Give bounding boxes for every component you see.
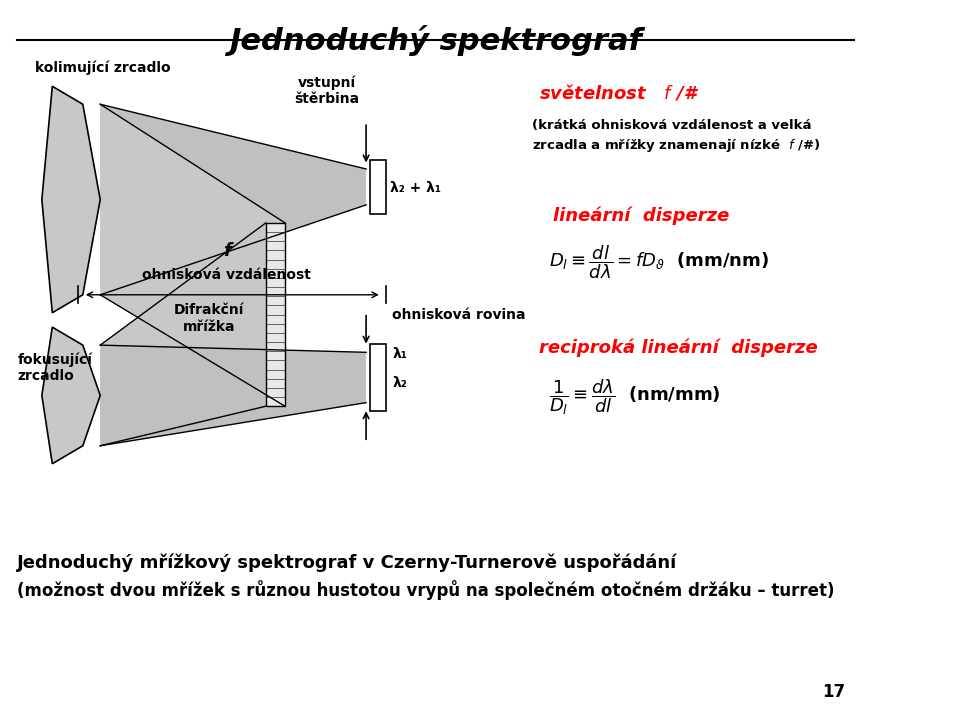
- Polygon shape: [42, 327, 100, 464]
- Text: vstupní
štěrbina: vstupní štěrbina: [295, 75, 359, 106]
- Text: Jednoduchý spektrograf: Jednoduchý spektrograf: [229, 25, 642, 56]
- Text: $D_l \equiv \dfrac{dl}{d\lambda} = fD_{\vartheta}$  (mm/nm): $D_l \equiv \dfrac{dl}{d\lambda} = fD_{\…: [549, 244, 769, 281]
- Text: λ₁: λ₁: [393, 347, 407, 362]
- Text: reciproká lineární  disperze: reciproká lineární disperze: [539, 338, 817, 357]
- Polygon shape: [100, 223, 266, 446]
- Text: $\dfrac{1}{D_l} \equiv \dfrac{d\lambda}{dl}$  (nm/mm): $\dfrac{1}{D_l} \equiv \dfrac{d\lambda}{…: [549, 377, 721, 417]
- Text: kolimující zrcadlo: kolimující zrcadlo: [35, 61, 171, 75]
- Polygon shape: [371, 160, 386, 214]
- Text: Jednoduchý mřížkový spektrograf v Czerny-Turnerově uspořádání: Jednoduchý mřížkový spektrograf v Czerny…: [17, 553, 678, 572]
- Text: (krátká ohnisková vzdálenost a velká: (krátká ohnisková vzdálenost a velká: [532, 119, 811, 132]
- Text: lineární  disperze: lineární disperze: [554, 206, 730, 225]
- Text: (možnost dvou mřížek s různou hustotou vrypů na společném otočném držáku – turre: (možnost dvou mřížek s různou hustotou v…: [17, 580, 835, 600]
- Text: λ₂: λ₂: [393, 375, 407, 390]
- Text: fokusující
zrcadlo: fokusující zrcadlo: [17, 353, 92, 383]
- Polygon shape: [100, 345, 366, 446]
- Text: f: f: [223, 242, 230, 260]
- Text: ohnisková rovina: ohnisková rovina: [393, 308, 526, 322]
- Text: Difrakční
mřížka: Difrakční mřížka: [174, 303, 245, 334]
- Polygon shape: [100, 104, 366, 295]
- Text: světelnost   $f$ /#: světelnost $f$ /#: [539, 82, 699, 102]
- Polygon shape: [100, 104, 285, 406]
- Text: zrcadla a mřížky znamenají nízké  $f$ /#): zrcadla a mřížky znamenají nízké $f$ /#): [532, 137, 821, 155]
- Polygon shape: [42, 86, 100, 313]
- Polygon shape: [266, 223, 285, 406]
- Polygon shape: [371, 344, 386, 411]
- Text: λ₂ + λ₁: λ₂ + λ₁: [391, 181, 442, 196]
- Text: ohnisková vzdálenost: ohnisková vzdálenost: [142, 268, 311, 282]
- Text: 17: 17: [823, 683, 846, 701]
